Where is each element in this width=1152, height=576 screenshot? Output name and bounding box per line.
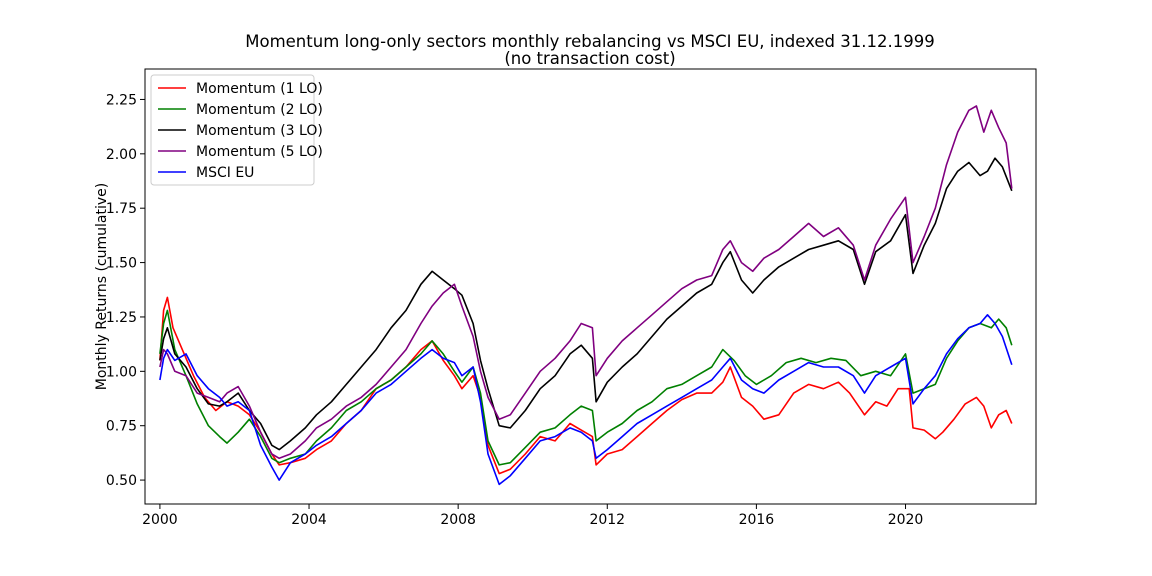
y-tick-label: 1.50 (106, 256, 137, 272)
x-tick-label: 2008 (440, 512, 476, 528)
legend-label: Momentum (1 LO) (196, 81, 323, 97)
series-line-4 (159, 313, 1013, 486)
x-tick-label: 2004 (291, 512, 327, 528)
legend-label: Momentum (5 LO) (196, 144, 323, 160)
series-line-1 (159, 309, 1013, 466)
y-tick-label: 0.75 (106, 419, 137, 435)
series-layer (159, 105, 1013, 486)
series-line-2 (159, 157, 1013, 451)
chart-title: Momentum long-only sectors monthly rebal… (245, 32, 935, 51)
x-axis: 2000 2004 2008 2012 2016 2020 (142, 504, 923, 528)
plot-area (159, 105, 1013, 486)
chart-subtitle: (no transaction cost) (504, 49, 675, 68)
series-line-0 (159, 296, 1013, 475)
x-tick-label: 2012 (589, 512, 625, 528)
y-tick-label: 1.00 (106, 364, 137, 380)
series-line-3 (159, 105, 1013, 460)
legend-label: MSCI EU (196, 165, 254, 181)
x-tick-label: 2016 (739, 512, 775, 528)
legend-label: Momentum (3 LO) (196, 123, 323, 139)
legend-label: Momentum (2 LO) (196, 102, 323, 118)
y-tick-label: 1.25 (106, 310, 137, 326)
y-axis-label: Monthly Returns (cumulative) (94, 183, 110, 390)
x-tick-label: 2020 (888, 512, 924, 528)
plot-frame (144, 68, 1037, 505)
y-tick-label: 2.00 (106, 147, 137, 163)
y-tick-label: 2.25 (106, 92, 137, 108)
legend-frame (150, 74, 315, 186)
legend: Momentum (1 LO) Momentum (2 LO) Momentum (… (150, 74, 323, 186)
x-tick-label: 2000 (142, 512, 178, 528)
y-axis: 0.50 0.75 1.00 1.25 1.50 1.75 2.00 2.25 (106, 92, 145, 489)
y-tick-label: 0.50 (106, 473, 137, 489)
y-tick-label: 1.75 (106, 201, 137, 217)
